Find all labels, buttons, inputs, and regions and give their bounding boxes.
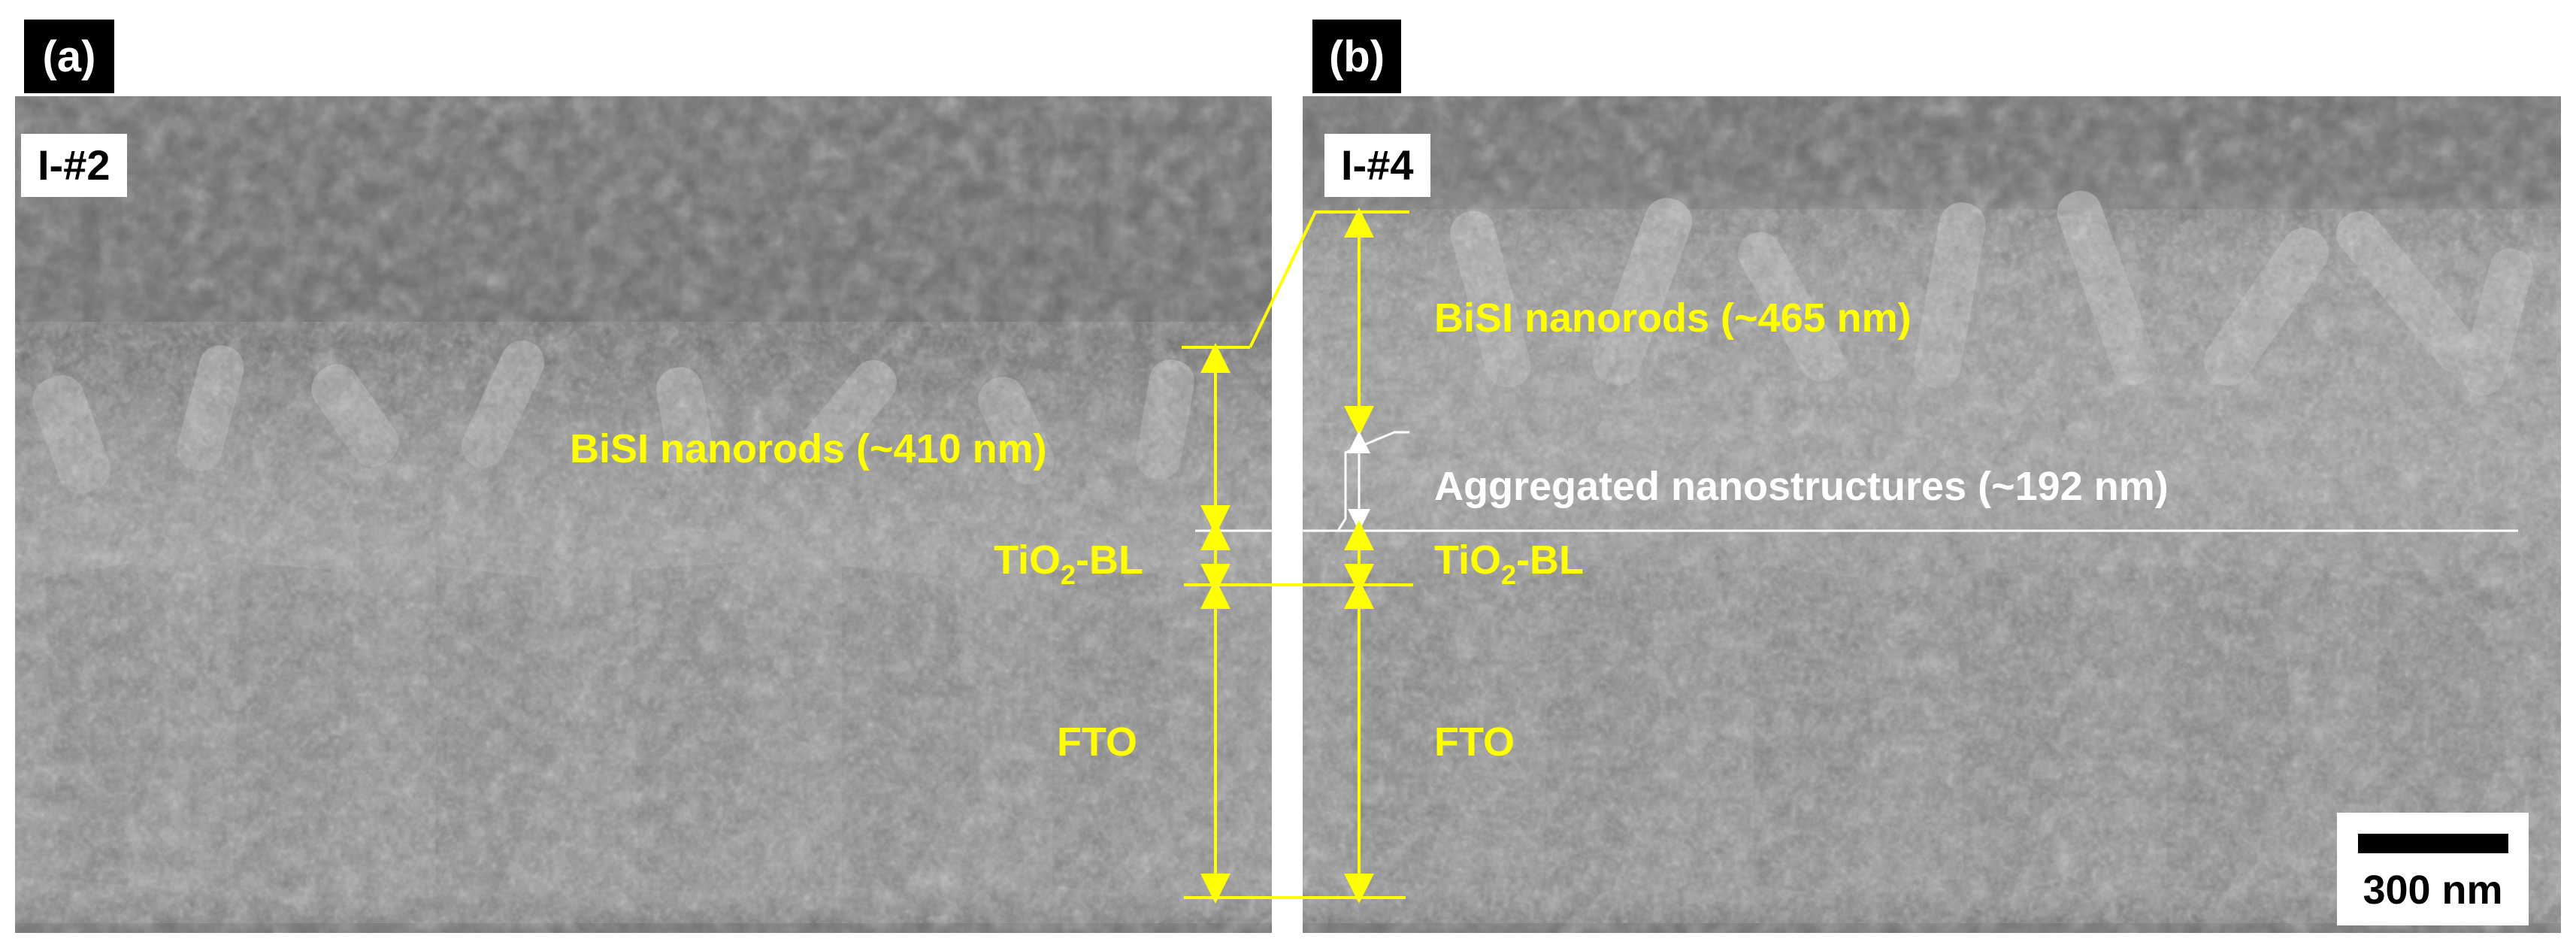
scale-bar-line bbox=[2358, 834, 2508, 853]
sample-label-b: I-#4 bbox=[1324, 134, 1430, 197]
sem-image-b bbox=[1303, 96, 2561, 933]
sem-image-a bbox=[15, 96, 1272, 933]
label-b-tio2: TiO2-BL bbox=[1434, 538, 1585, 589]
label-b-tio2-suffix: -BL bbox=[1516, 538, 1585, 583]
label-b-tio2-main: TiO bbox=[1434, 538, 1502, 583]
label-b-fto: FTO bbox=[1434, 719, 1515, 765]
label-a-fto: FTO bbox=[1057, 719, 1137, 765]
label-a-tio2-sub: 2 bbox=[1061, 559, 1076, 590]
label-a-tio2: TiO2-BL bbox=[994, 538, 1144, 589]
panel-a-tag: (a) bbox=[24, 20, 114, 93]
label-a-tio2-suffix: -BL bbox=[1076, 538, 1144, 583]
label-b-tio2-sub: 2 bbox=[1501, 559, 1517, 590]
label-b-nanorods: BiSI nanorods (~465 nm) bbox=[1434, 295, 1912, 341]
label-b-aggregated: Aggregated nanostructures (~192 nm) bbox=[1434, 464, 2169, 509]
label-a-tio2-main: TiO bbox=[994, 538, 1061, 583]
scale-bar: 300 nm bbox=[2337, 813, 2529, 925]
sample-label-a: I-#2 bbox=[21, 134, 127, 197]
panel-b-tag: (b) bbox=[1312, 20, 1401, 93]
label-a-nanorods: BiSI nanorods (~410 nm) bbox=[570, 426, 1047, 471]
scale-bar-label: 300 nm bbox=[2363, 868, 2503, 913]
